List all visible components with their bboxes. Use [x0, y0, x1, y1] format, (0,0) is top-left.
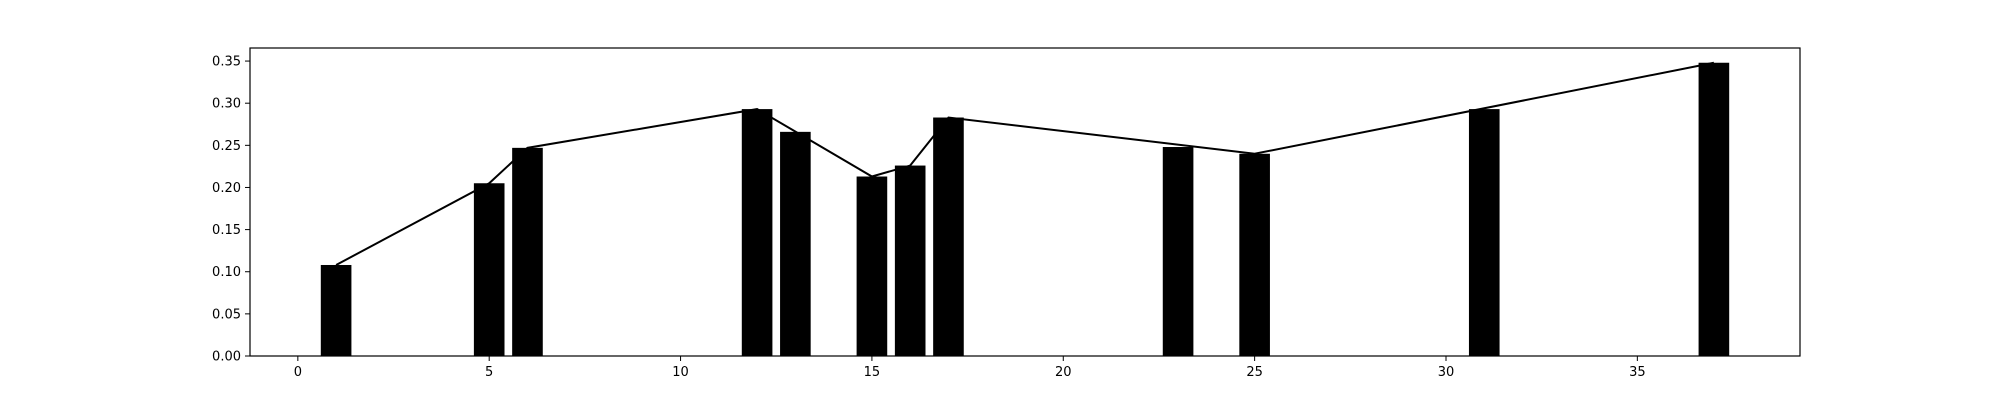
- x-tick-label: 30: [1438, 365, 1455, 380]
- x-tick-label: 25: [1246, 365, 1263, 380]
- y-tick-label: 0.25: [212, 139, 241, 154]
- bar: [320, 264, 352, 356]
- x-tick-label: 0: [294, 365, 302, 380]
- plot-frame: [249, 47, 1801, 357]
- y-tick-label: 0.35: [212, 55, 241, 70]
- y-tick-label: 0.15: [212, 223, 241, 238]
- x-tick-label: 35: [1629, 365, 1646, 380]
- bar: [1468, 109, 1500, 356]
- bar: [473, 183, 505, 356]
- x-tick-label: 10: [672, 365, 689, 380]
- y-axis: 0.00 0.05 0.10 0.15 0.20 0.25 0.30 0.35: [212, 55, 250, 365]
- y-tick-label: 0.00: [212, 350, 241, 365]
- y-tick-label: 0.05: [212, 307, 241, 322]
- plot-background: [250, 48, 1800, 356]
- bar: [1162, 147, 1194, 356]
- bar: [856, 176, 888, 356]
- x-axis: 0 5 10 15 20 25 30 35: [294, 356, 1646, 380]
- y-tick-label: 0.30: [212, 97, 241, 112]
- y-tick-label: 0.20: [212, 181, 241, 196]
- x-tick-label: 5: [485, 365, 493, 380]
- bar: [512, 147, 543, 356]
- bar: [1698, 62, 1730, 357]
- x-tick-label: 20: [1055, 365, 1072, 380]
- bars-layer: [320, 62, 1730, 357]
- x-tick-label: 15: [864, 365, 881, 380]
- bar: [780, 131, 811, 356]
- bar: [1239, 153, 1270, 356]
- bar: [894, 165, 926, 356]
- series-line: [335, 61, 1715, 266]
- bar: [933, 117, 964, 356]
- y-tick-label: 0.10: [212, 265, 241, 280]
- bar: [741, 109, 773, 356]
